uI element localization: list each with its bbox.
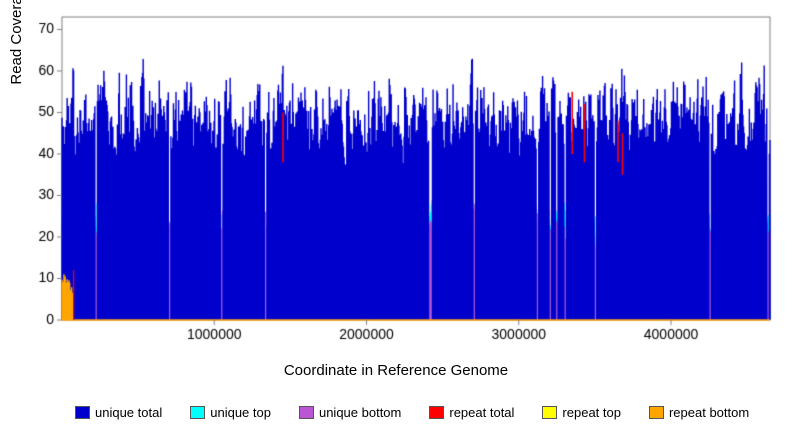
legend-swatch-repeat-total bbox=[429, 406, 444, 419]
legend-swatch-unique-bottom bbox=[299, 406, 314, 419]
legend-item-unique-total[interactable]: unique total bbox=[75, 405, 162, 420]
legend-label-unique-top: unique top bbox=[210, 405, 271, 420]
legend-label-unique-bottom: unique bottom bbox=[319, 405, 401, 420]
legend-label-unique-total: unique total bbox=[95, 405, 162, 420]
legend-item-repeat-bottom[interactable]: repeat bottom bbox=[649, 405, 749, 420]
chart-container: Read Coverage Depth Coordinate in Refere… bbox=[0, 0, 792, 432]
legend-label-repeat-total: repeat total bbox=[449, 405, 514, 420]
legend-swatch-repeat-top bbox=[542, 406, 557, 419]
legend-label-repeat-top: repeat top bbox=[562, 405, 621, 420]
legend-item-repeat-top[interactable]: repeat top bbox=[542, 405, 621, 420]
legend-swatch-unique-top bbox=[190, 406, 205, 419]
legend-item-unique-bottom[interactable]: unique bottom bbox=[299, 405, 401, 420]
legend-swatch-repeat-bottom bbox=[649, 406, 664, 419]
legend-item-unique-top[interactable]: unique top bbox=[190, 405, 271, 420]
x-axis-label: Coordinate in Reference Genome bbox=[0, 362, 792, 379]
legend-item-repeat-total[interactable]: repeat total bbox=[429, 405, 514, 420]
legend-swatch-unique-total bbox=[75, 406, 90, 419]
legend: unique total unique top unique bottom re… bbox=[75, 400, 775, 425]
y-axis-label: Read Coverage Depth bbox=[8, 0, 25, 110]
legend-label-repeat-bottom: repeat bottom bbox=[669, 405, 749, 420]
